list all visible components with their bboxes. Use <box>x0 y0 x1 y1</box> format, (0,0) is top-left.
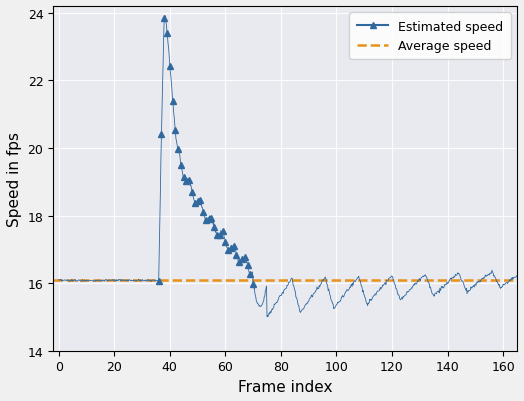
Y-axis label: Speed in fps: Speed in fps <box>7 132 22 226</box>
X-axis label: Frame index: Frame index <box>238 379 332 394</box>
Legend: Estimated speed, Average speed: Estimated speed, Average speed <box>350 13 511 60</box>
